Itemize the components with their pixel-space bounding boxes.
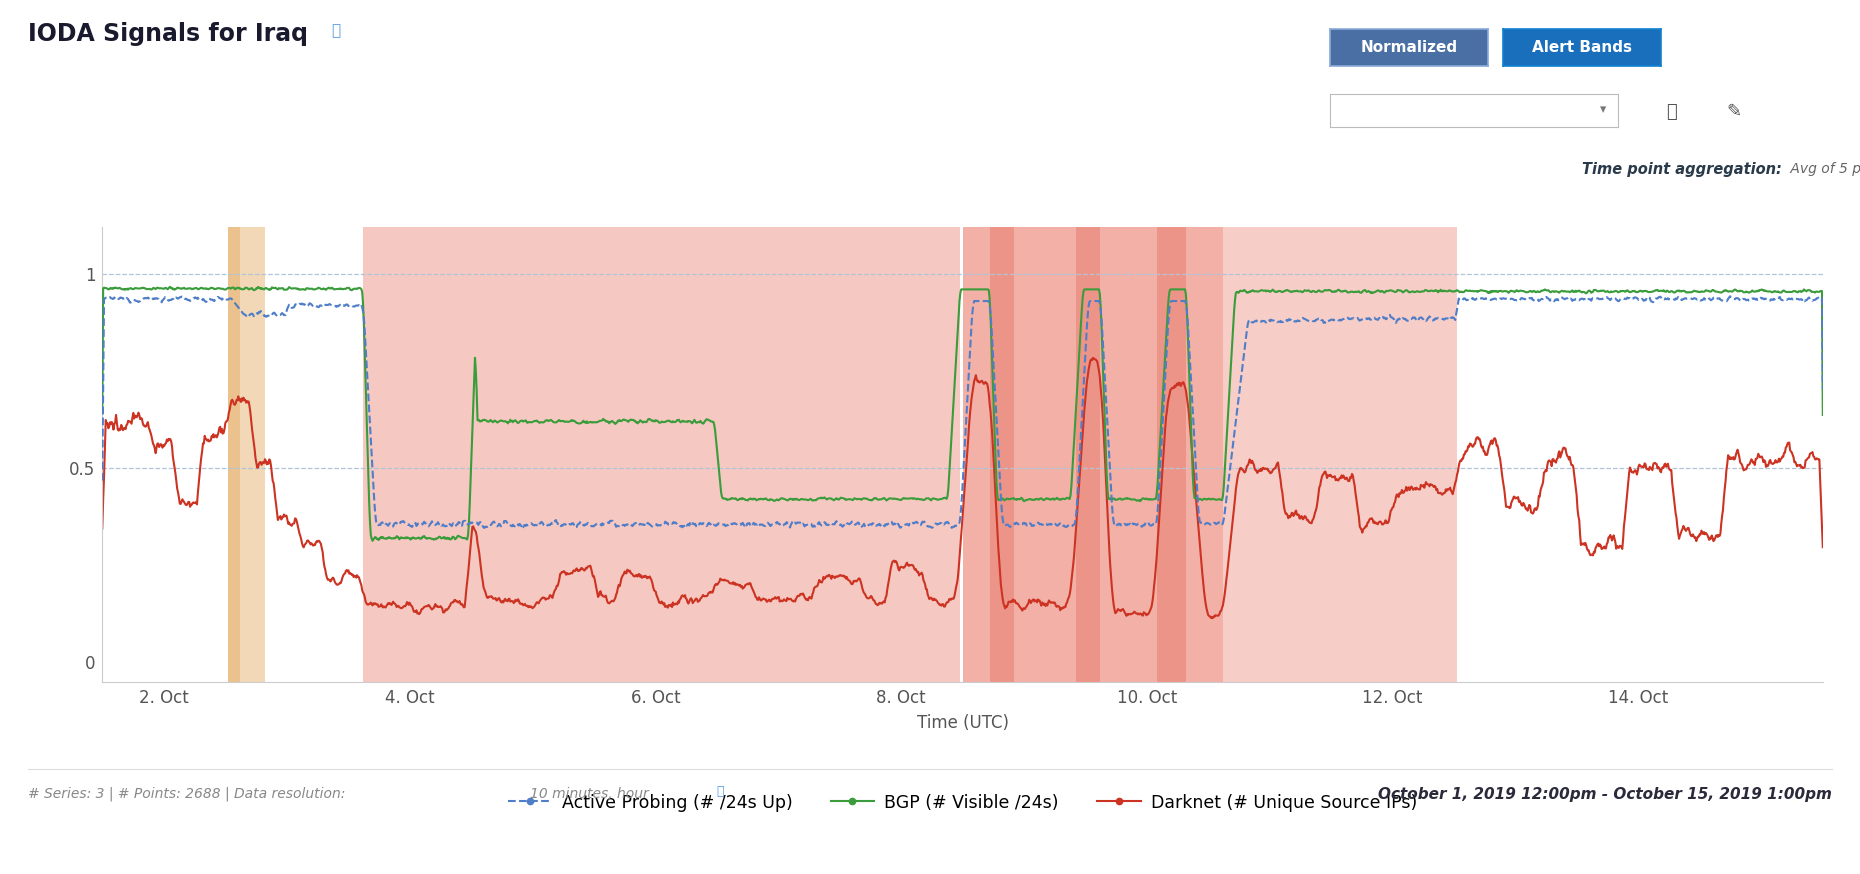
Bar — [1157, 227, 1187, 682]
Text: Alert Bands: Alert Bands — [1533, 39, 1631, 55]
Text: ❓: ❓ — [716, 785, 724, 798]
Text: IODA Signals for Iraq: IODA Signals for Iraq — [28, 22, 309, 45]
Bar — [227, 227, 240, 682]
Text: 10 minutes, hour: 10 minutes, hour — [530, 787, 649, 801]
Bar — [990, 227, 1014, 682]
Bar — [1014, 227, 1075, 682]
Text: ⤢: ⤢ — [1667, 103, 1678, 121]
Bar — [963, 227, 990, 682]
Bar — [363, 227, 960, 682]
Text: Time point aggregation:: Time point aggregation: — [1583, 162, 1782, 177]
Text: ▾: ▾ — [1600, 104, 1607, 116]
X-axis label: Time (UTC): Time (UTC) — [917, 713, 1008, 732]
Text: ❓: ❓ — [331, 24, 340, 38]
Text: ✎: ✎ — [1726, 103, 1741, 121]
Text: Normalized: Normalized — [1360, 39, 1458, 55]
Text: # Series: 3 | # Points: 2688 | Data resolution:: # Series: 3 | # Points: 2688 | Data reso… — [28, 787, 350, 801]
Bar — [240, 227, 264, 682]
Text: October 1, 2019 12:00pm - October 15, 2019 1:00pm: October 1, 2019 12:00pm - October 15, 20… — [1378, 787, 1832, 801]
Bar — [1075, 227, 1101, 682]
Bar — [1101, 227, 1157, 682]
Bar — [1187, 227, 1224, 682]
Bar — [1224, 227, 1456, 682]
Legend: Active Probing (# /24s Up), BGP (# Visible /24s), Darknet (# Unique Source IPs): Active Probing (# /24s Up), BGP (# Visib… — [500, 787, 1425, 818]
Text: Avg of 5 pts/px (an hour): Avg of 5 pts/px (an hour) — [1786, 162, 1860, 176]
